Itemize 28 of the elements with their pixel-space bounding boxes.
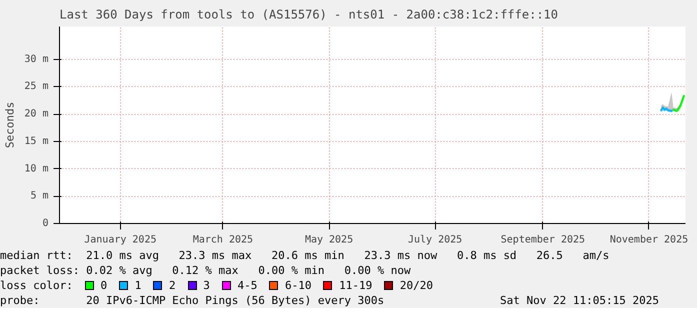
y-tick-label: 30 m [24,54,49,65]
x-tick-label: March 2025 [192,234,254,246]
legend-label: 1 [134,279,142,292]
x-tick-label: September 2025 [500,234,586,246]
legend-label: 3 [202,279,210,292]
legend-label: 2 [168,279,176,292]
y-tick-label: 20 m [24,108,49,120]
legend-label: 0 [99,279,108,292]
x-tick-label: May 2025 [304,234,354,246]
text: Sat Nov 22 11:05:15 2025 [500,293,659,308]
legend-label: 6-10 [284,279,312,292]
y-tick-label: 15 m [24,136,49,147]
x-tick-label: November 2025 [610,234,688,246]
legend-title: loss color: [0,279,73,292]
y-tick-label: 5 m [30,190,48,202]
text: median rtt: 21.0 ms avg 23.3 ms max 20.6 ms min 23.3 ms now 0.8 ms sd 26.5 am/s [0,248,610,263]
x-tick-label: January 2025 [84,234,156,246]
text: probe: 20 IPv6-ICMP Echo Pings (56 Bytes) every 300s [0,293,384,308]
legend-label: 20/20 [398,279,433,292]
legend-label: 11-19 [338,279,372,292]
y-tick-label: 10 m [24,163,49,174]
y-axis-title: Seconds [3,102,16,148]
legend-label: 4-5 [236,279,258,292]
y-tick-label: 25 m [24,81,49,92]
text: packet loss: 0.02 % avg 0.12 % max 0.00 % min 0.00 % now [0,263,411,278]
y-tick-label: 0 [42,218,49,229]
chart-title: Last 360 Days from tools to (AS15576) - nts01 - 2a00:c38:1c2:fffe::10 [60,8,558,22]
x-tick-label: July 2025 [408,234,462,246]
